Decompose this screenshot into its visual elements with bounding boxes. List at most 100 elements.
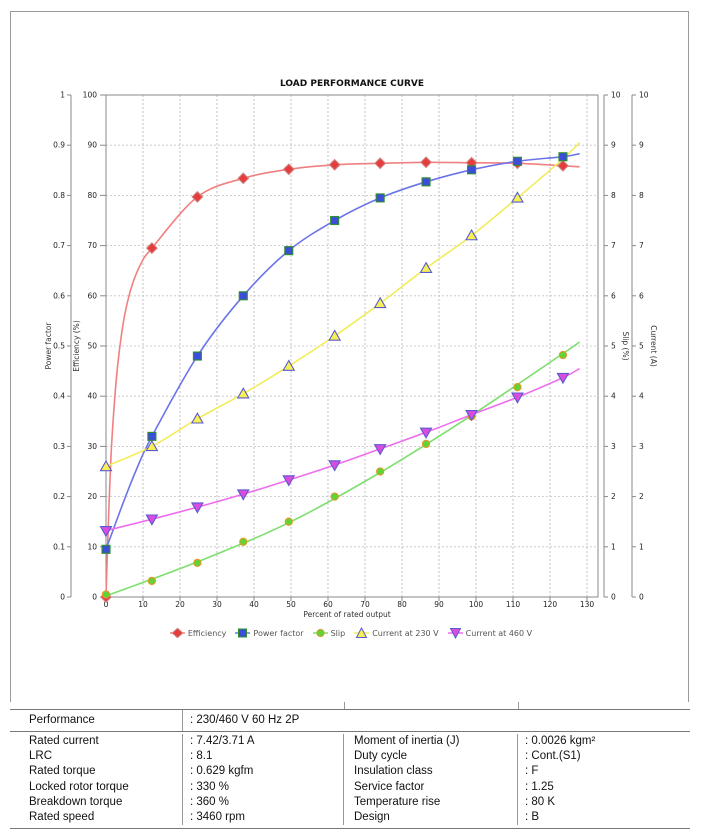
triangle-down-legend-icon (447, 628, 463, 639)
current-tick-label: 1 (639, 542, 644, 551)
series-marker-cur (236, 489, 250, 501)
series-marker-cur (99, 525, 113, 538)
axis-title-efficiency: Efficiency (%) (72, 320, 81, 372)
series-marker-cur (510, 191, 524, 203)
eff-tick-label: 0 (92, 593, 97, 602)
series-marker-pf (330, 215, 340, 226)
pf-tick-label: 0.6 (53, 291, 65, 300)
slip-tick-label: 1 (611, 542, 616, 551)
slip-tick-label: 8 (611, 191, 616, 200)
spec-value: : 0.0026 kgm² (525, 735, 596, 747)
current-tick-label: 6 (639, 291, 644, 300)
series-marker-cur (145, 439, 159, 452)
series-marker-cur (190, 502, 204, 514)
pf-tick-label: 0.3 (53, 442, 65, 451)
x-tick-label: 130 (580, 600, 595, 609)
series-marker-cur (328, 460, 342, 472)
spec-value: : 330 % (190, 780, 229, 793)
eff-tick-label: 60 (87, 291, 97, 300)
series-marker-pf (421, 177, 431, 187)
current-tick-label: 9 (639, 141, 644, 150)
performance-row: Performance : 230/460 V 60 Hz 2P (10, 709, 690, 732)
series-marker-cur (556, 372, 570, 385)
spec-label: Rated torque (29, 765, 96, 778)
series-marker-cur (282, 475, 296, 487)
series-marker-eff (191, 190, 204, 203)
legend-item: Power factor (235, 627, 304, 639)
spec-value: : F (525, 765, 539, 778)
series-marker-pf (467, 165, 477, 175)
eff-tick-label: 40 (87, 392, 97, 401)
series-marker-eff (145, 242, 158, 255)
performance-label: Performance (10, 710, 183, 731)
series-marker-cur (190, 412, 204, 424)
spec-value: : 80 K (525, 795, 556, 808)
slip-tick-label: 7 (611, 241, 616, 250)
spec-table: Performance : 230/460 V 60 Hz 2P Rated c… (10, 702, 690, 830)
current-tick-label: 2 (639, 492, 644, 501)
spec-label: Rated current (29, 735, 99, 747)
legend-label: Slip (330, 628, 346, 638)
series-marker-eff (420, 156, 433, 169)
axis-title-power-factor: Power factor (44, 322, 53, 370)
plot-layer: 0 10 20 30 40 50 60 70 80 90 100 110 120 13000.10.20.… (53, 91, 649, 610)
series-marker-cur (328, 329, 342, 341)
series-marker-pf (192, 351, 202, 361)
series-marker-cur (282, 359, 296, 371)
spec-value: : 1.25 (525, 780, 554, 793)
eff-tick-label: 70 (87, 241, 97, 250)
eff-tick-label: 80 (87, 191, 97, 200)
series-marker-slip (421, 439, 431, 449)
spec-label: Breakdown torque (29, 795, 123, 808)
current-tick-label: 5 (639, 342, 644, 351)
series-marker-pf (284, 246, 294, 256)
pf-tick-label: 0 (60, 593, 65, 602)
axis-title-current: Current (A) (649, 325, 658, 367)
series-marker-cur (145, 514, 159, 526)
spec-label: LRC (29, 750, 53, 763)
series-marker-eff (237, 172, 250, 185)
pf-tick-label: 0.5 (53, 342, 65, 351)
series-marker-cur (373, 444, 387, 456)
slip-tick-label: 0 (611, 593, 616, 602)
spec-label: Duty cycle (354, 750, 408, 763)
current-tick-label: 8 (639, 191, 644, 200)
eff-tick-label: 100 (83, 91, 98, 100)
spec-label: Locked rotor torque (29, 780, 129, 793)
spec-label: Temperature rise (354, 795, 441, 808)
x-tick-label: 90 (434, 600, 444, 609)
x-tick-label: 40 (249, 600, 259, 609)
current-tick-label: 7 (639, 241, 644, 250)
legend-label: Efficiency (187, 628, 227, 638)
x-tick-label: 10 (138, 600, 148, 609)
x-tick-label: 100 (469, 600, 484, 609)
series-marker-slip (193, 558, 202, 568)
series-marker-pf (512, 156, 522, 166)
eff-tick-label: 30 (87, 442, 97, 451)
slip-tick-label: 4 (611, 392, 616, 401)
slip-tick-label: 6 (611, 291, 616, 300)
diamond-legend-icon (169, 627, 185, 639)
series-marker-slip (284, 517, 293, 526)
spec-left-labels: Rated current LRC Rated torque Locked rotor… (10, 734, 183, 826)
legend-label: Power factor (253, 628, 304, 638)
x-tick-label: 20 (175, 600, 185, 609)
chart-title: LOAD PERFORMANCE CURVE (280, 79, 424, 89)
slip-tick-label: 9 (611, 141, 616, 150)
legend-item: Slip (312, 627, 346, 639)
series-marker-eff (556, 159, 569, 172)
legend-label: Current at 460 V (465, 628, 533, 638)
x-tick-label: 70 (360, 600, 370, 609)
triangle-up-legend-icon (354, 627, 370, 638)
series-line-pf (105, 152, 580, 550)
series-marker-pf (101, 544, 111, 554)
spec-right-labels: Moment of inertia (J) Duty cycle Insulatio… (344, 734, 518, 826)
legend-item: Current at 460 V (447, 627, 533, 639)
spec-table-spacer (10, 702, 690, 709)
pf-tick-label: 0.1 (53, 542, 65, 551)
x-tick-label: 0 (104, 600, 109, 609)
spec-label: Moment of inertia (J) (354, 735, 460, 747)
pf-tick-label: 0.4 (53, 392, 65, 401)
x-tick-label: 60 (323, 600, 333, 609)
series-marker-cur (236, 387, 250, 399)
